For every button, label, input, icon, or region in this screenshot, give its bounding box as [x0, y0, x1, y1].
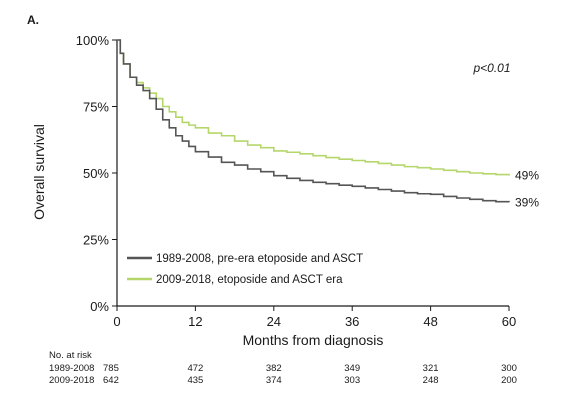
risk-value: 382 [266, 363, 282, 374]
risk-value: 785 [103, 363, 119, 374]
risk-value: 303 [344, 375, 360, 386]
y-tick-label: 25% [83, 233, 109, 248]
risk-row-label: 1989-2008 [49, 363, 94, 374]
risk-value: 374 [266, 375, 282, 386]
plot-area: 0% 25% 50% 75% 100% 0 12 24 36 48 60 39% 49% 1989-200… [49, 33, 539, 386]
x-axis-title: Months from diagnosis [243, 332, 384, 348]
x-tick-label: 12 [188, 314, 202, 329]
risk-value: 200 [501, 375, 517, 386]
risk-row-label: 2009-2018 [49, 375, 94, 386]
x-tick-label: 48 [423, 314, 437, 329]
y-tick-label: 75% [83, 100, 109, 115]
risk-value: 300 [501, 363, 517, 374]
series-end-label-2: 49% [515, 169, 539, 183]
x-tick-label: 24 [267, 314, 281, 329]
risk-value: 642 [103, 375, 119, 386]
x-tick-label: 36 [345, 314, 359, 329]
risk-value: 472 [187, 363, 203, 374]
p-value-annotation: p<0.01 [472, 61, 510, 75]
series-line-1 [117, 39, 510, 203]
y-axis-title: Overall survival [31, 124, 47, 220]
risk-value: 321 [423, 363, 439, 374]
risk-table-title: No. at risk [49, 350, 92, 361]
series-line-2 [117, 39, 510, 176]
x-tick-label: 0 [113, 314, 120, 329]
legend-label-2: 2009-2018, etoposide and ASCT era [156, 274, 343, 286]
y-tick-label: 0% [90, 299, 109, 314]
series-end-label-1: 39% [515, 195, 539, 209]
risk-value: 349 [344, 363, 360, 374]
y-tick-label: 50% [83, 166, 109, 181]
risk-value: 248 [423, 375, 439, 386]
risk-value: 435 [187, 375, 203, 386]
y-tick-label: 100% [76, 33, 110, 48]
legend-label-1: 1989-2008, pre-era etoposide and ASCT [156, 253, 363, 265]
panel-label: A. [27, 13, 39, 27]
x-tick-label: 60 [502, 314, 516, 329]
